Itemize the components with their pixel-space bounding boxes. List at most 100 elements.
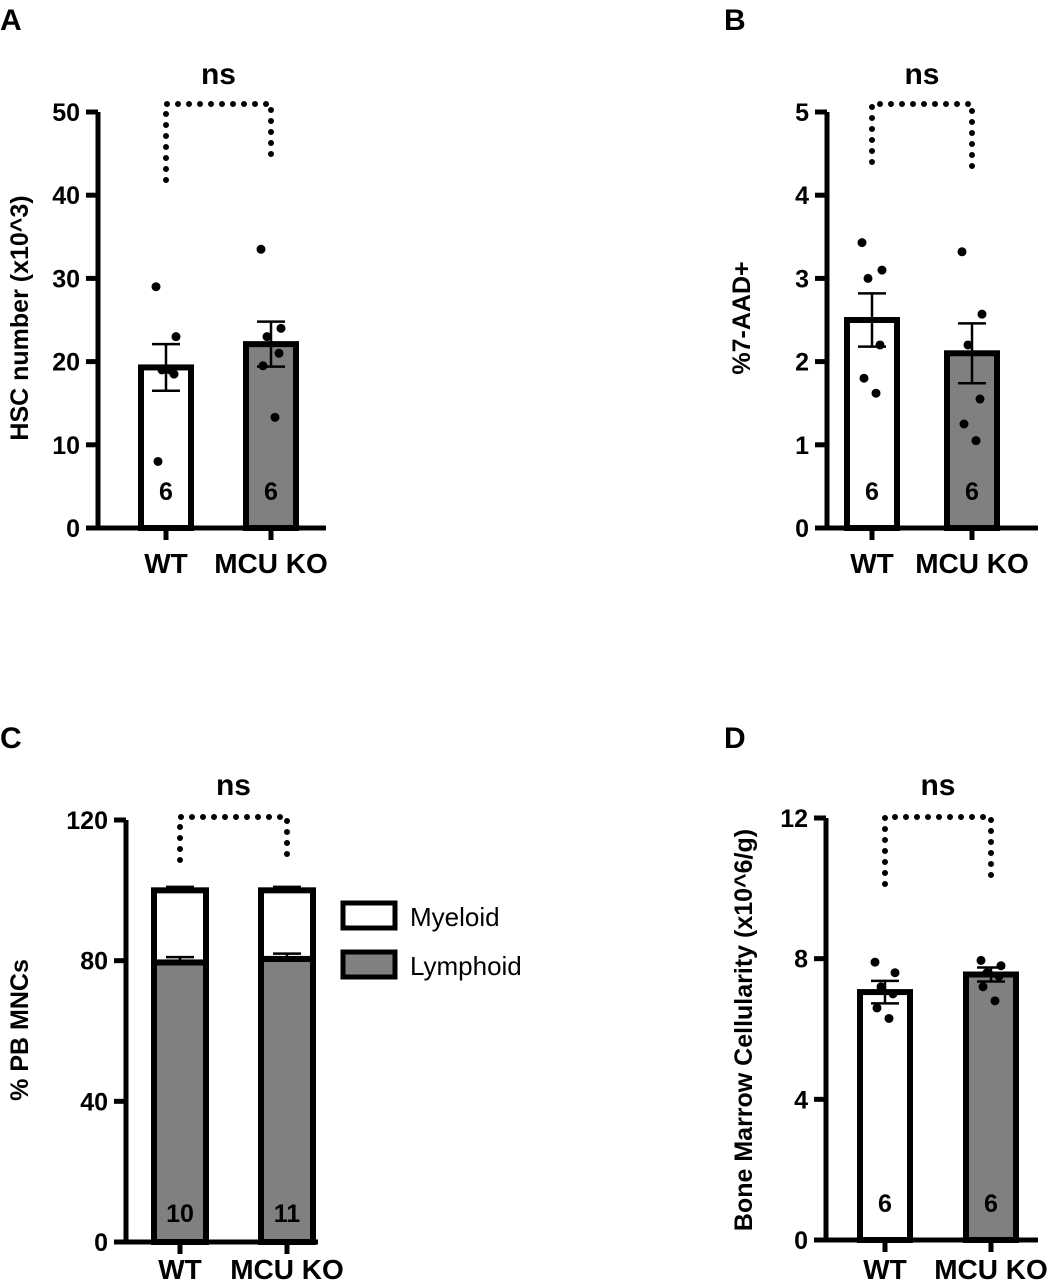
y-tick-label: 2 — [795, 349, 809, 377]
data-point — [171, 332, 181, 342]
panel-letter: C — [0, 722, 22, 755]
significance-label: ns — [201, 58, 236, 91]
significance-bracket — [163, 101, 274, 183]
data-point — [256, 244, 266, 254]
y-tick-label: 3 — [795, 265, 809, 293]
data-point — [870, 957, 880, 967]
y-axis-label: Bone Marrow Cellularity (x10^6/g) — [730, 829, 758, 1231]
significance-label: ns — [216, 769, 251, 802]
y-axis-label: % PB MNCs — [6, 959, 34, 1101]
data-point — [982, 968, 992, 978]
legend-swatch-myeloid — [340, 900, 398, 931]
panel-letter: B — [724, 4, 746, 37]
y-tick-label: 0 — [66, 515, 80, 543]
bar-segment-lymphoid — [151, 959, 209, 1245]
bar-mcu-ko — [963, 971, 1019, 1243]
y-tick-label: 80 — [80, 948, 108, 976]
panel-letter: A — [0, 4, 22, 37]
bar-segment-myeloid — [258, 887, 316, 962]
y-tick-label: 5 — [795, 99, 809, 127]
y-tick-label: 50 — [52, 99, 80, 127]
y-tick-label: 1 — [795, 432, 809, 460]
bar-segment-myeloid — [151, 887, 209, 966]
x-tick-label: WT — [144, 548, 188, 579]
y-tick-label: 10 — [52, 432, 80, 460]
data-point — [977, 309, 987, 319]
data-point — [959, 419, 969, 429]
y-tick-label: 40 — [52, 182, 80, 210]
n-label: 11 — [274, 1200, 301, 1228]
data-point — [890, 968, 900, 978]
x-tick-label: WT — [850, 548, 894, 579]
y-tick-label: 0 — [795, 515, 809, 543]
y-axis-label: HSC number (x10^3) — [6, 195, 34, 440]
x-tick-label: MCU KO — [934, 1254, 1048, 1285]
y-axis-label: %7-AAD+ — [728, 261, 756, 374]
data-point — [877, 265, 887, 275]
data-point — [859, 373, 869, 383]
data-point — [863, 273, 873, 283]
data-point — [274, 348, 284, 358]
significance-label: ns — [904, 58, 939, 91]
panel-letter: D — [724, 722, 746, 755]
y-tick-label: 0 — [794, 1227, 808, 1255]
significance-bracket — [869, 101, 975, 179]
y-tick-label: 30 — [52, 265, 80, 293]
significance-bracket — [177, 814, 290, 863]
data-point — [157, 365, 167, 375]
y-tick-label: 120 — [66, 807, 108, 835]
data-point — [153, 456, 163, 466]
data-point — [276, 323, 286, 333]
legend-label-myeloid: Myeloid — [410, 902, 500, 932]
data-point — [971, 436, 981, 446]
panel-c: C % PB MNCs 10 WT 11 MCU KO 0 40 80 120 ns Myeloid L… — [0, 722, 522, 1285]
data-point — [963, 340, 973, 350]
x-tick-label: MCU KO — [915, 548, 1029, 579]
panel-d: D Bone Marrow Cellularity (x10^6/g) 6 WT 6 MC… — [724, 722, 1048, 1285]
data-point — [876, 982, 886, 992]
data-point — [871, 388, 881, 398]
y-tick-label: 20 — [52, 349, 80, 377]
data-point — [262, 332, 272, 342]
data-point — [957, 247, 967, 257]
data-point — [996, 961, 1006, 971]
significance-bracket — [882, 814, 994, 887]
n-label: 6 — [865, 478, 879, 506]
legend-label-lymphoid: Lymphoid — [410, 951, 522, 981]
data-point — [884, 1013, 894, 1023]
y-tick-label: 4 — [795, 182, 809, 210]
data-point — [888, 989, 898, 999]
x-tick-label: MCU KO — [230, 1254, 344, 1285]
n-label: 10 — [166, 1200, 194, 1228]
data-point — [151, 282, 161, 292]
x-tick-label: WT — [158, 1254, 202, 1285]
data-point — [270, 412, 280, 422]
data-point — [258, 361, 268, 371]
data-point — [875, 340, 885, 350]
y-tick-label: 4 — [794, 1086, 808, 1114]
n-label: 6 — [264, 478, 278, 506]
x-tick-label: MCU KO — [214, 548, 328, 579]
n-label: 6 — [878, 1190, 892, 1218]
y-tick-label: 40 — [80, 1088, 108, 1116]
data-point — [976, 955, 986, 965]
y-tick-label: 0 — [94, 1229, 108, 1257]
bar-wt — [857, 989, 913, 1244]
significance-label: ns — [920, 769, 955, 802]
data-point — [165, 365, 175, 375]
panel-b: B %7-AAD+ 6 WT 6 MCU KO 0 1 2 3 4 5 ns — [724, 4, 1038, 579]
n-label: 6 — [965, 478, 979, 506]
data-point — [872, 1003, 882, 1013]
data-point — [978, 982, 988, 992]
data-point — [990, 996, 1000, 1006]
x-tick-label: WT — [863, 1254, 907, 1285]
n-label: 6 — [159, 478, 173, 506]
legend-swatch-lymphoid — [340, 949, 398, 980]
data-point — [857, 238, 867, 248]
data-point — [975, 394, 985, 404]
y-tick-label: 12 — [780, 805, 808, 833]
y-tick-label: 8 — [794, 946, 808, 974]
n-label: 6 — [984, 1190, 998, 1218]
data-point — [994, 971, 1004, 981]
